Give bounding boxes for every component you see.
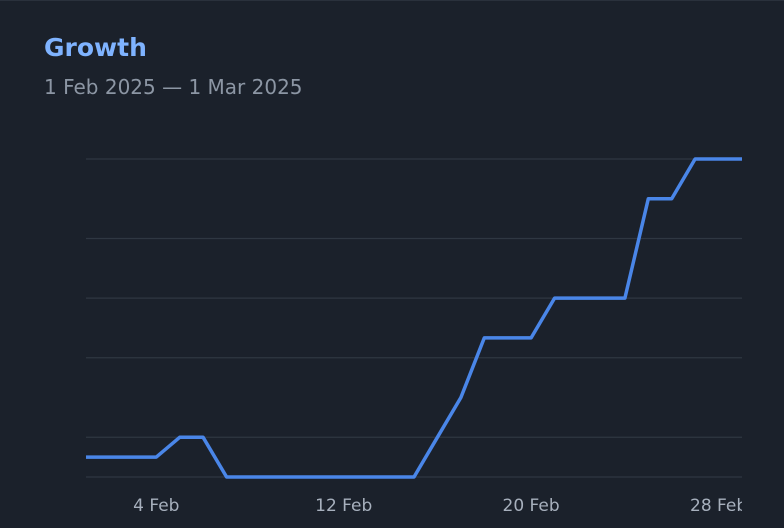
gridlines (86, 158, 742, 478)
series-line-0 (86, 157, 742, 479)
x-axis-ticks: 4 Feb 12 Feb 20 Feb 28 Feb (133, 496, 747, 516)
x-tick-label: 4 Feb (133, 496, 179, 516)
date-range: 1 Feb 2025 — 1 Mar 2025 (44, 75, 303, 99)
x-tick-label: 20 Feb (503, 496, 560, 516)
x-tick-label: 28 Feb (690, 496, 747, 516)
series-layer (86, 157, 742, 479)
x-tick-label: 12 Feb (315, 496, 372, 516)
chart-title: Growth (44, 33, 147, 62)
